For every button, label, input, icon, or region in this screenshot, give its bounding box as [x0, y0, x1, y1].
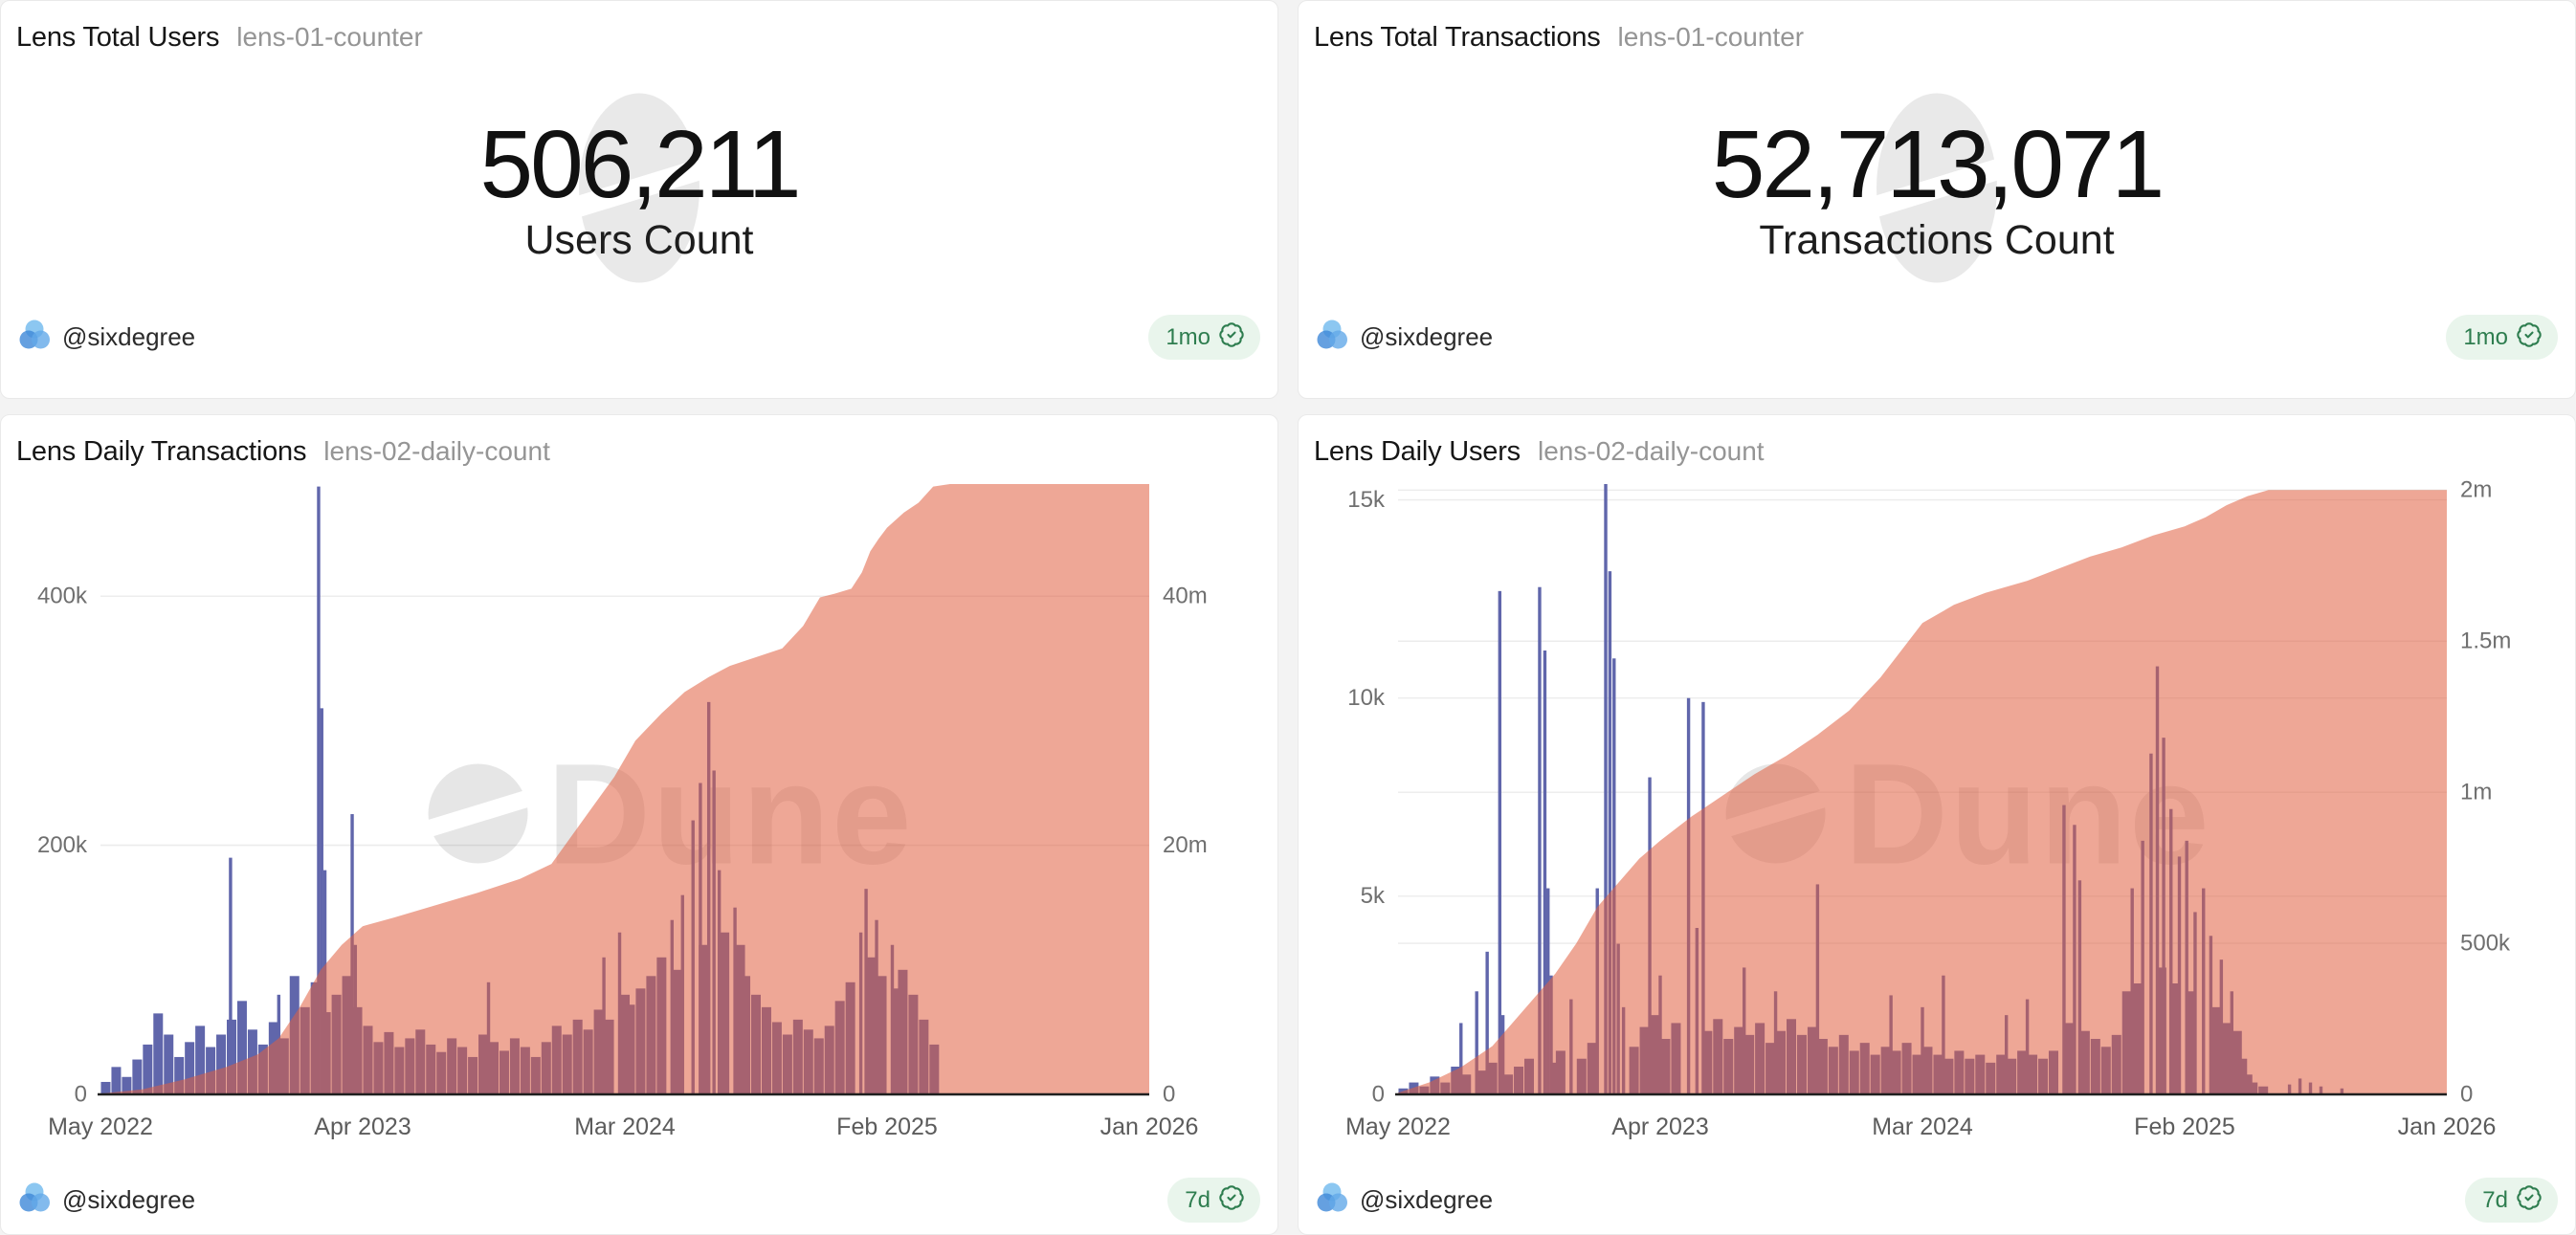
- svg-text:5k: 5k: [1361, 883, 1386, 909]
- svg-text:0: 0: [2460, 1081, 2473, 1107]
- cache-age-text: 1mo: [1166, 323, 1210, 350]
- panel-total-transactions: Lens Total Transactions lens-01-counter …: [1298, 0, 2576, 399]
- svg-text:400k: 400k: [37, 584, 88, 609]
- sixdegree-avatar-icon: [18, 319, 51, 356]
- svg-text:Apr 2023: Apr 2023: [1611, 1114, 1708, 1140]
- panel-header: Lens Total Users lens-01-counter: [1, 1, 1277, 54]
- page-title: Lens Daily Users: [1314, 436, 1521, 467]
- cache-age-badge[interactable]: 1mo: [2446, 315, 2558, 360]
- svg-text:Jan 2026: Jan 2026: [2398, 1114, 2497, 1140]
- dune-logo-watermark-icon: [539, 82, 740, 298]
- panel-header: Lens Daily Users lens-02-daily-count: [1299, 415, 2575, 468]
- query-slug: lens-01-counter: [1617, 22, 1805, 52]
- svg-text:10k: 10k: [1347, 685, 1386, 711]
- cache-age-text: 7d: [2482, 1186, 2508, 1213]
- svg-text:Mar 2024: Mar 2024: [1872, 1114, 1973, 1140]
- svg-text:200k: 200k: [37, 832, 88, 858]
- author-link[interactable]: @sixdegree: [18, 1181, 195, 1219]
- counter-value: 52,713,071: [1711, 111, 2165, 218]
- svg-text:15k: 15k: [1347, 487, 1386, 513]
- counter-value: 506,211: [479, 111, 801, 218]
- svg-text:1m: 1m: [2460, 780, 2492, 805]
- svg-text:May 2022: May 2022: [1345, 1114, 1451, 1140]
- counter-label: Users Count: [524, 217, 754, 263]
- dune-logo-watermark-icon: [1836, 82, 2037, 298]
- counter-body: 52,713,071 Transactions Count: [1299, 58, 2575, 321]
- author-link[interactable]: @sixdegree: [18, 319, 195, 356]
- svg-text:Feb 2025: Feb 2025: [2134, 1114, 2235, 1140]
- cache-age-text: 1mo: [2463, 323, 2508, 350]
- query-slug: lens-01-counter: [236, 22, 423, 52]
- svg-text:2m: 2m: [2460, 477, 2492, 503]
- page-title: Lens Total Transactions: [1314, 22, 1601, 53]
- sixdegree-avatar-icon: [1316, 1181, 1348, 1219]
- panel-total-users: Lens Total Users lens-01-counter 506,211…: [0, 0, 1278, 399]
- sixdegree-avatar-icon: [18, 1181, 51, 1219]
- author-link[interactable]: @sixdegree: [1316, 1181, 1493, 1219]
- svg-text:40m: 40m: [1163, 584, 1208, 609]
- badge-check-icon: [2516, 1184, 2543, 1216]
- svg-text:0: 0: [75, 1081, 87, 1107]
- query-slug: lens-02-daily-count: [323, 436, 550, 466]
- cache-age-text: 7d: [1185, 1186, 1210, 1213]
- query-slug: lens-02-daily-count: [1538, 436, 1765, 466]
- cache-age-badge[interactable]: 1mo: [1148, 315, 1260, 360]
- page-title: Lens Daily Transactions: [16, 436, 307, 467]
- svg-text:0: 0: [1372, 1081, 1385, 1107]
- svg-text:Mar 2024: Mar 2024: [574, 1114, 676, 1140]
- panel-header: Lens Daily Transactions lens-02-daily-co…: [1, 415, 1277, 468]
- svg-text:Feb 2025: Feb 2025: [836, 1114, 938, 1140]
- author-handle: @sixdegree: [1360, 1185, 1494, 1214]
- page-title: Lens Total Users: [16, 22, 220, 53]
- counter-label: Transactions Count: [1759, 217, 2115, 263]
- svg-text:0: 0: [1163, 1081, 1175, 1107]
- panel-footer: @sixdegree 1mo: [18, 315, 1260, 360]
- panel-footer: @sixdegree 7d: [1316, 1178, 2558, 1223]
- badge-check-icon: [2516, 321, 2543, 353]
- panel-daily-users: Lens Daily Users lens-02-daily-count Dun…: [1298, 414, 2576, 1235]
- author-handle: @sixdegree: [62, 322, 196, 351]
- counter-body: 506,211 Users Count: [1, 58, 1277, 321]
- panel-footer: @sixdegree 7d: [18, 1178, 1260, 1223]
- sixdegree-avatar-icon: [1316, 319, 1348, 356]
- svg-text:20m: 20m: [1163, 832, 1208, 858]
- svg-text:Apr 2023: Apr 2023: [314, 1114, 411, 1140]
- panel-daily-transactions: Lens Daily Transactions lens-02-daily-co…: [0, 414, 1278, 1235]
- svg-text:500k: 500k: [2460, 930, 2511, 956]
- author-handle: @sixdegree: [62, 1185, 196, 1214]
- svg-text:Jan 2026: Jan 2026: [1100, 1114, 1199, 1140]
- badge-check-icon: [1218, 321, 1245, 353]
- cache-age-badge[interactable]: 7d: [1167, 1178, 1260, 1223]
- panel-header: Lens Total Transactions lens-01-counter: [1299, 1, 2575, 54]
- svg-text:May 2022: May 2022: [48, 1114, 153, 1140]
- cache-age-badge[interactable]: 7d: [2465, 1178, 2558, 1223]
- svg-text:1.5m: 1.5m: [2460, 629, 2511, 654]
- panel-footer: @sixdegree 1mo: [1316, 315, 2558, 360]
- author-link[interactable]: @sixdegree: [1316, 319, 1493, 356]
- badge-check-icon: [1218, 1184, 1245, 1216]
- author-handle: @sixdegree: [1360, 322, 1494, 351]
